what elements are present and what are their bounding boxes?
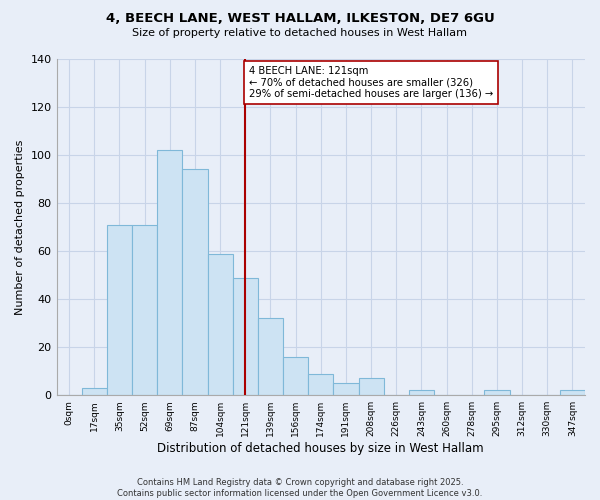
Bar xyxy=(157,150,182,395)
Bar xyxy=(359,378,383,395)
Text: 4, BEECH LANE, WEST HALLAM, ILKESTON, DE7 6GU: 4, BEECH LANE, WEST HALLAM, ILKESTON, DE… xyxy=(106,12,494,26)
Bar xyxy=(258,318,283,395)
Bar xyxy=(334,383,359,395)
Bar xyxy=(107,224,132,395)
Text: Size of property relative to detached houses in West Hallam: Size of property relative to detached ho… xyxy=(133,28,467,38)
Bar xyxy=(484,390,509,395)
Bar xyxy=(182,170,208,395)
Y-axis label: Number of detached properties: Number of detached properties xyxy=(15,140,25,315)
Bar xyxy=(132,224,157,395)
Text: 4 BEECH LANE: 121sqm
← 70% of detached houses are smaller (326)
29% of semi-deta: 4 BEECH LANE: 121sqm ← 70% of detached h… xyxy=(249,66,493,100)
Bar xyxy=(208,254,233,395)
Bar xyxy=(233,278,258,395)
Bar xyxy=(82,388,107,395)
Bar xyxy=(560,390,585,395)
Bar xyxy=(283,357,308,395)
Text: Contains HM Land Registry data © Crown copyright and database right 2025.
Contai: Contains HM Land Registry data © Crown c… xyxy=(118,478,482,498)
Bar xyxy=(409,390,434,395)
Bar xyxy=(308,374,334,395)
X-axis label: Distribution of detached houses by size in West Hallam: Distribution of detached houses by size … xyxy=(157,442,484,455)
